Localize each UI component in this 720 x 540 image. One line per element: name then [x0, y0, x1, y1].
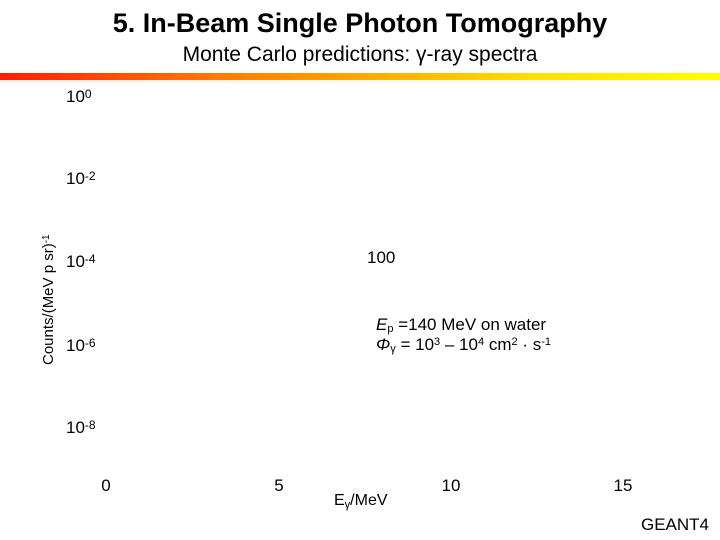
- x-tick-3: 15: [613, 476, 633, 495]
- y-tick-2: 10-4: [66, 252, 96, 272]
- y-tick-exp: -8: [84, 418, 96, 432]
- x-tick-2: 10: [441, 476, 461, 495]
- x-axis-label-main: E: [334, 492, 345, 509]
- y-tick-3: 10-6: [66, 336, 96, 356]
- annotation-exp3: 2: [511, 336, 518, 348]
- y-tick-exp: 0: [84, 87, 92, 101]
- annotation-symbol-e: E: [376, 315, 388, 334]
- y-tick-0: 100: [66, 87, 92, 107]
- y-tick-base: 10: [66, 169, 85, 188]
- y-axis-label: Counts/(MeV p sr)-1: [40, 205, 60, 365]
- annotation-text: =140 MeV on water: [393, 315, 547, 334]
- x-axis-label-sub: γ: [344, 499, 351, 511]
- annotation-sub-gamma: γ: [390, 343, 396, 355]
- y-tick-base: 10: [66, 87, 85, 106]
- annotation-exp1: 3: [434, 336, 441, 348]
- annotation-unit2: · s: [517, 335, 542, 354]
- annotation-symbol-phi: Φ: [376, 335, 391, 354]
- y-tick-exp: -4: [84, 252, 96, 266]
- y-tick-exp: -6: [84, 336, 96, 350]
- annotation-photon-flux: Φγ = 103 – 104 cm2 · s-1: [376, 335, 551, 357]
- x-tick-1: 5: [274, 476, 284, 495]
- y-axis-label-main: Counts/(MeV p sr): [40, 243, 57, 365]
- footer-geant4-label: GEANT4: [641, 515, 710, 534]
- y-tick-base: 10: [66, 418, 85, 437]
- y-tick-exp: -2: [84, 169, 96, 183]
- x-tick-0: 0: [101, 476, 111, 495]
- y-axis-label-exp: -1: [41, 234, 52, 244]
- title-divider-gradient: [0, 73, 720, 80]
- x-axis-label: Eγ/MeV: [334, 491, 388, 512]
- annotation-sub-p: p: [387, 323, 394, 335]
- slide-title: 5. In-Beam Single Photon Tomography: [112, 8, 608, 38]
- annotation-exp4: -1: [541, 336, 551, 348]
- annotation-value-label: 100: [367, 248, 396, 267]
- annotation-proton-energy: Ep =140 MeV on water: [376, 315, 546, 337]
- title-divider-glow: [0, 80, 720, 83]
- annotation-dash: – 10: [440, 335, 478, 354]
- annotation-exp2: 4: [477, 336, 485, 348]
- y-tick-base: 10: [66, 252, 85, 271]
- y-tick-base: 10: [66, 336, 85, 355]
- annotation-eq: = 10: [395, 335, 435, 354]
- slide-subtitle: Monte Carlo predictions: γ-ray spectra: [182, 43, 538, 66]
- x-axis-label-unit: /MeV: [350, 492, 388, 509]
- y-tick-4: 10-8: [66, 418, 96, 438]
- annotation-unit1: cm: [484, 335, 512, 354]
- y-tick-1: 10-2: [66, 169, 96, 189]
